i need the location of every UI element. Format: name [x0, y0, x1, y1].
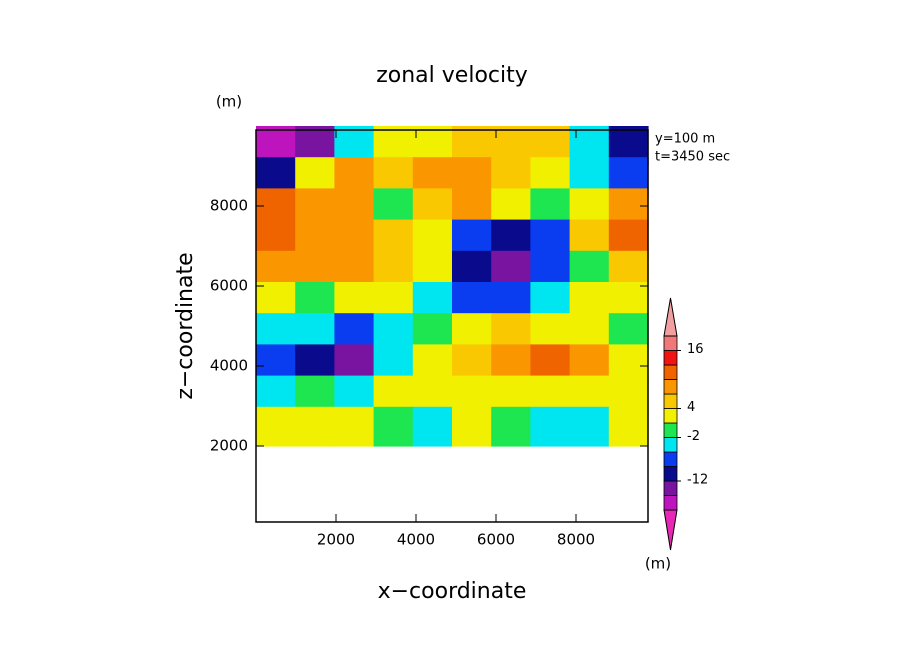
colorbar-segment [663, 451, 678, 467]
contour-cell [452, 406, 492, 447]
y-axis-label: z−coordinate [173, 252, 198, 399]
x-tick-label: 6000 [477, 531, 515, 549]
y-unit: (m) [216, 93, 242, 111]
contour-cell [256, 406, 296, 447]
colorbar-segment [663, 350, 678, 366]
y-tick-label: 2000 [210, 437, 248, 455]
colorbar-segment [663, 393, 678, 409]
contour-cell [334, 406, 375, 447]
colorbar-tick-label: -2 [687, 429, 700, 444]
chart-title: zonal velocity [376, 63, 528, 88]
annotation: t=3450 sec [655, 150, 730, 165]
plot-frame [255, 129, 649, 523]
x-tick-label: 8000 [557, 531, 595, 549]
y-tick-label: 6000 [210, 277, 248, 295]
contour-cell [491, 406, 531, 447]
annotation: y=100 m [655, 132, 715, 147]
contour-cell [608, 406, 649, 447]
x-axis-label: x−coordinate [378, 579, 527, 604]
contour-cell [530, 406, 571, 447]
colorbar-segment [663, 379, 678, 395]
x-unit: (m) [645, 555, 671, 573]
y-tick-label: 8000 [210, 197, 248, 215]
colorbar-segment [663, 480, 678, 496]
contour-cell [412, 406, 453, 447]
contour-cell [295, 406, 335, 447]
x-tick-label: 4000 [397, 531, 435, 549]
y-tick-label: 4000 [210, 357, 248, 375]
colorbar-tick-label: 4 [687, 400, 695, 415]
colorbar-arrow [663, 297, 678, 337]
colorbar-segment [663, 495, 678, 511]
contour-cell [373, 406, 414, 447]
colorbar-tick-label: 16 [687, 342, 704, 357]
colorbar-tick-label: -12 [687, 473, 708, 488]
colorbar-segment [663, 364, 678, 380]
colorbar-segment [663, 335, 678, 351]
colorbar-segment [663, 437, 678, 453]
colorbar-arrow [663, 509, 678, 551]
colorbar-segment [663, 408, 678, 424]
colorbar-segment [663, 466, 678, 482]
x-tick-label: 2000 [317, 531, 355, 549]
contour-cell [569, 406, 610, 447]
colorbar-segment [663, 422, 678, 438]
